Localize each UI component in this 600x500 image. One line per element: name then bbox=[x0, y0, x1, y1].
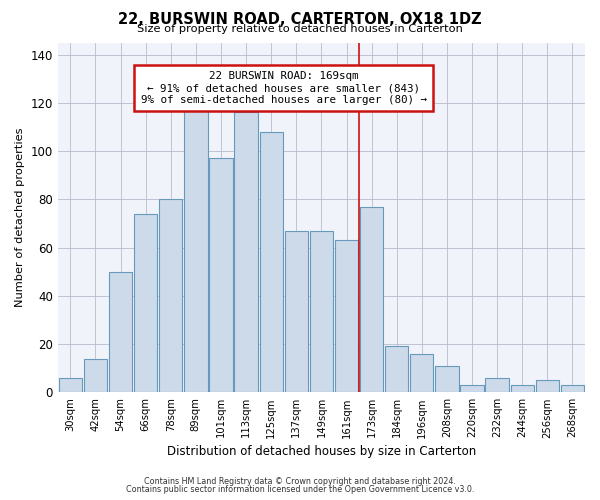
Y-axis label: Number of detached properties: Number of detached properties bbox=[15, 128, 25, 307]
Bar bbox=[360, 206, 383, 392]
Bar bbox=[109, 272, 132, 392]
Bar bbox=[435, 366, 458, 392]
Text: Contains public sector information licensed under the Open Government Licence v3: Contains public sector information licen… bbox=[126, 485, 474, 494]
X-axis label: Distribution of detached houses by size in Carterton: Distribution of detached houses by size … bbox=[167, 444, 476, 458]
Bar bbox=[410, 354, 433, 393]
Bar bbox=[536, 380, 559, 392]
Bar bbox=[511, 385, 534, 392]
Bar bbox=[460, 385, 484, 392]
Bar bbox=[159, 200, 182, 392]
Bar bbox=[84, 358, 107, 392]
Bar bbox=[235, 112, 258, 392]
Bar bbox=[385, 346, 409, 393]
Bar bbox=[284, 230, 308, 392]
Text: Contains HM Land Registry data © Crown copyright and database right 2024.: Contains HM Land Registry data © Crown c… bbox=[144, 477, 456, 486]
Text: 22, BURSWIN ROAD, CARTERTON, OX18 1DZ: 22, BURSWIN ROAD, CARTERTON, OX18 1DZ bbox=[118, 12, 482, 28]
Bar bbox=[310, 230, 333, 392]
Bar bbox=[209, 158, 233, 392]
Bar bbox=[561, 385, 584, 392]
Bar bbox=[134, 214, 157, 392]
Text: Size of property relative to detached houses in Carterton: Size of property relative to detached ho… bbox=[137, 24, 463, 34]
Bar bbox=[184, 110, 208, 393]
Bar bbox=[335, 240, 358, 392]
Text: 22 BURSWIN ROAD: 169sqm
← 91% of detached houses are smaller (843)
9% of semi-de: 22 BURSWIN ROAD: 169sqm ← 91% of detache… bbox=[141, 72, 427, 104]
Bar bbox=[485, 378, 509, 392]
Bar bbox=[59, 378, 82, 392]
Bar bbox=[260, 132, 283, 392]
